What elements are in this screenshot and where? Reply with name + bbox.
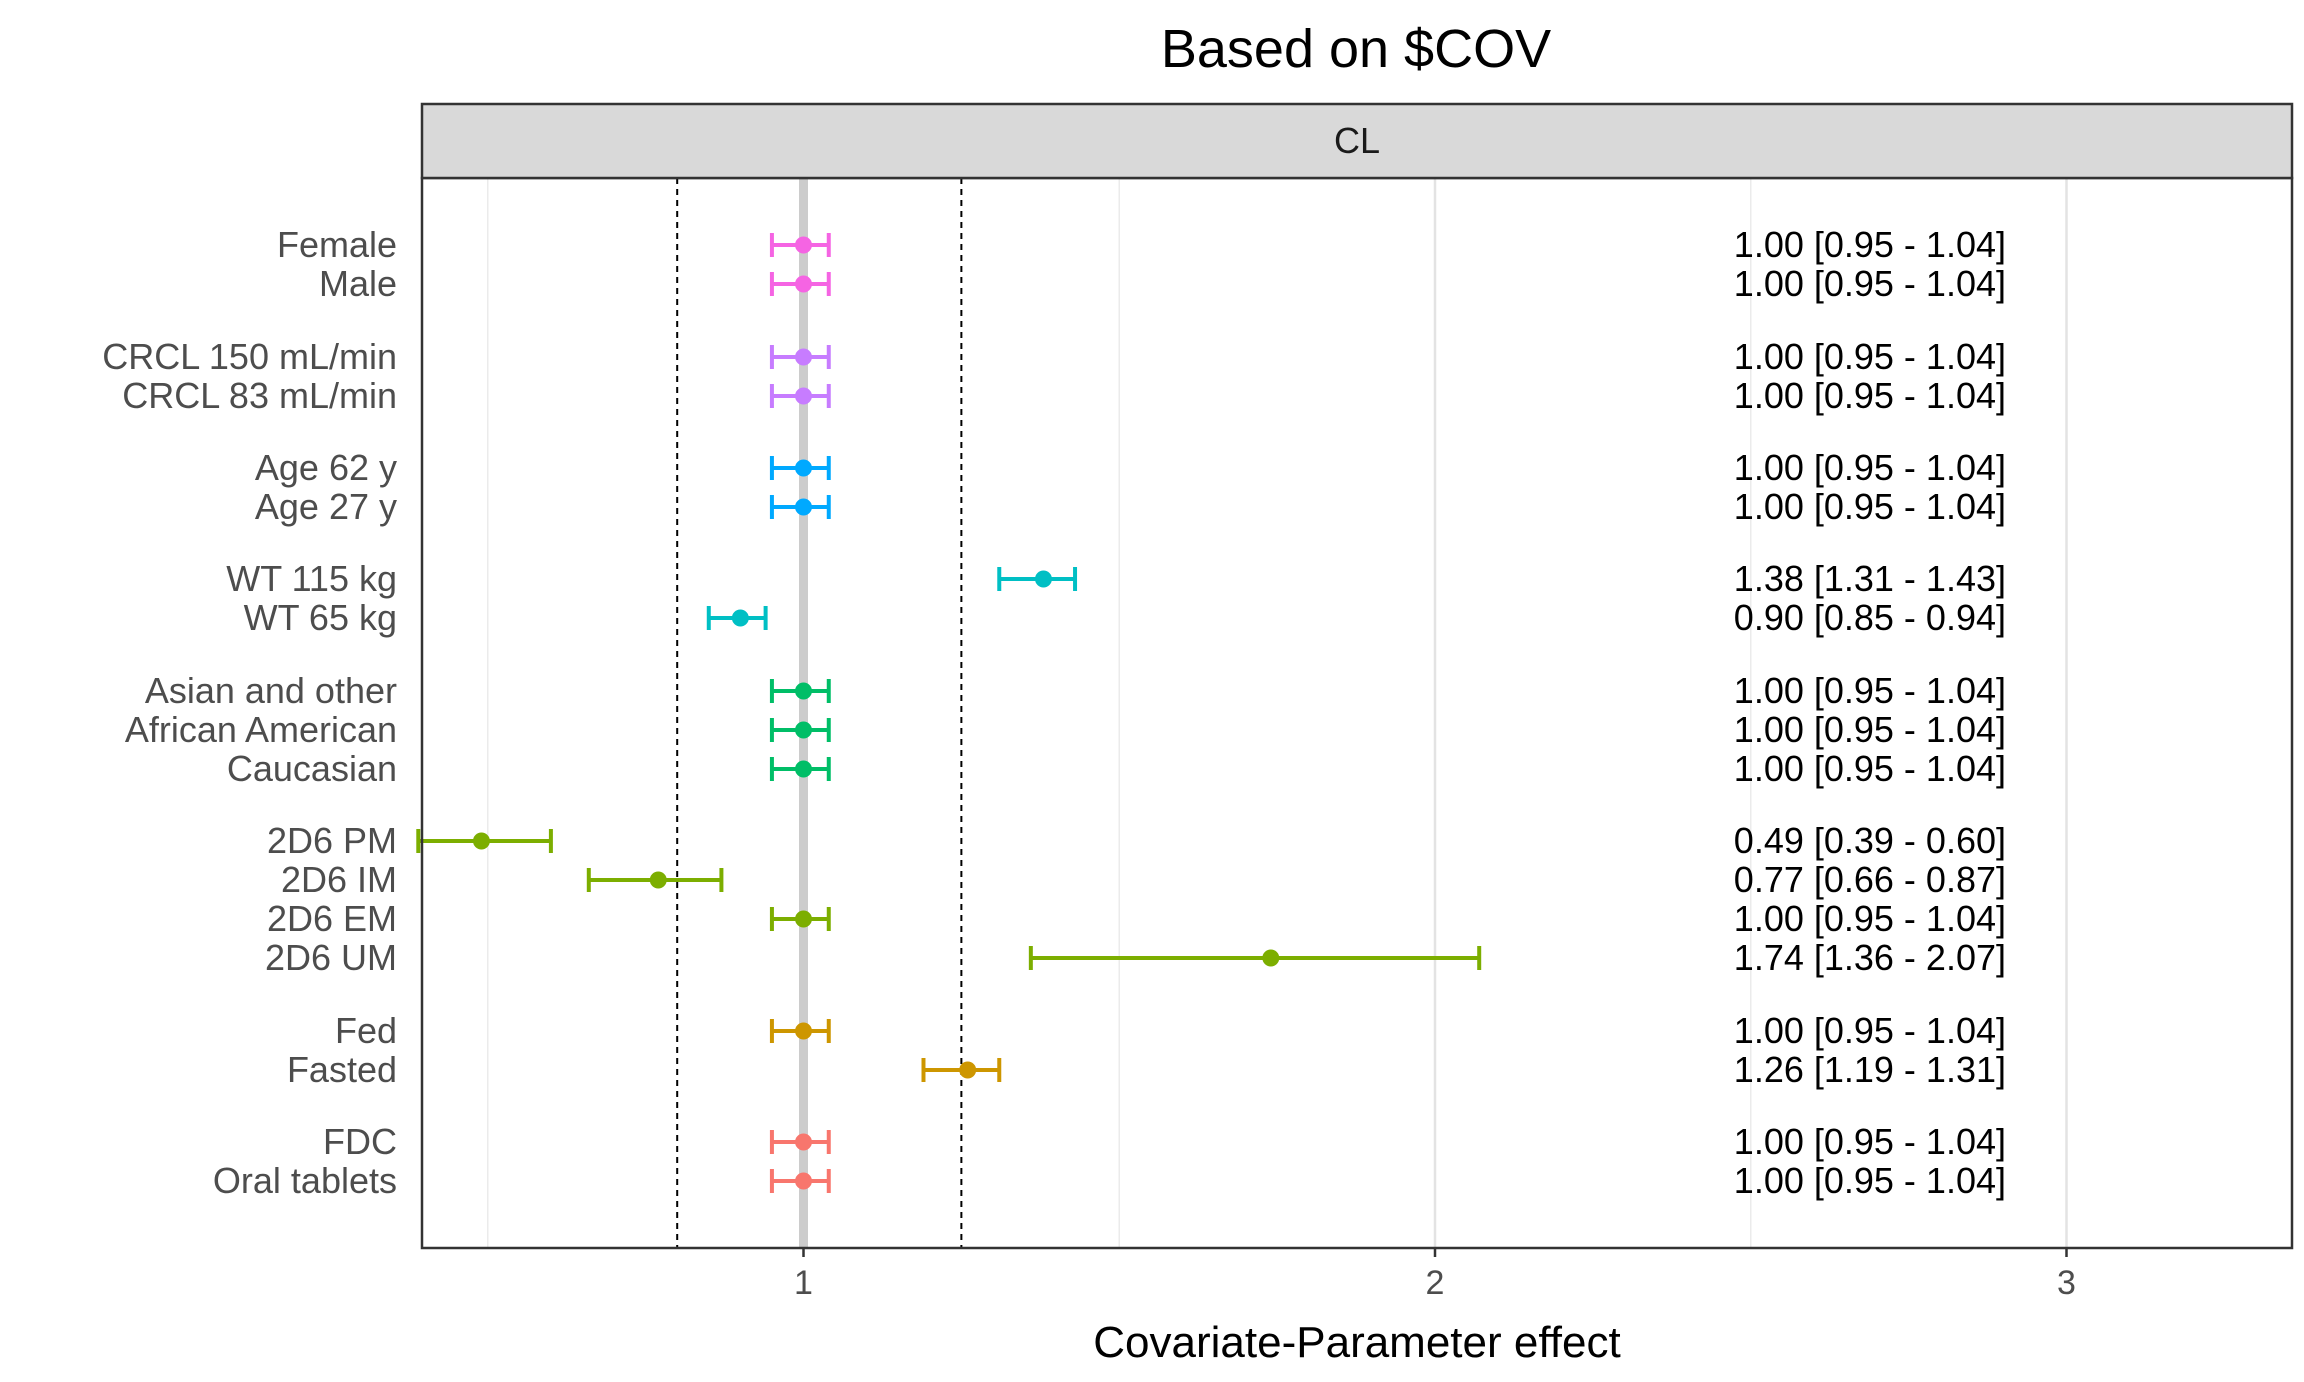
estimate-point [731,609,749,627]
estimate-point [795,1022,812,1040]
estimate-point [795,760,812,778]
estimate-point [795,387,812,405]
estimate-point [472,832,490,850]
y-label-12: 2D6 IM [281,859,397,900]
y-label-13: 2D6 EM [267,898,397,939]
data-marks [416,233,1482,1193]
y-label-4: Age 62 y [255,447,397,488]
estimate-point [795,1172,812,1190]
y-label-11: 2D6 PM [267,820,397,861]
y-label-17: FDC [323,1121,397,1162]
y-label-5: Age 27 y [255,486,397,527]
y-label-8: Asian and other [145,670,397,711]
row-mark-14 [1028,946,1482,970]
row-mark-7 [706,606,768,630]
row-mark-10 [769,757,831,781]
estimate-point [795,275,812,293]
annotation-2: 1.00 [0.95 - 1.04] [1734,336,2006,377]
annotation-6: 1.38 [1.31 - 1.43] [1734,558,2006,599]
y-label-15: Fed [335,1010,397,1051]
annotation-5: 1.00 [0.95 - 1.04] [1734,486,2006,527]
row-mark-1 [769,272,831,296]
estimate-point [649,871,667,889]
x-tick-label-1: 2 [1426,1264,1445,1302]
y-label-16: Fasted [287,1049,397,1090]
y-label-7: WT 65 kg [244,597,397,638]
annotation-8: 1.00 [0.95 - 1.04] [1734,670,2006,711]
y-label-6: WT 115 kg [226,558,397,599]
row-mark-15 [769,1019,831,1043]
plot-panel [422,178,2292,1248]
row-mark-5 [769,495,831,519]
facet-strip-background [420,102,2294,180]
row-mark-3 [769,384,831,408]
estimate-point [795,910,812,928]
estimate-point [795,459,812,477]
row-mark-9 [769,718,831,742]
estimate-point [795,236,812,254]
row-mark-6 [997,567,1078,591]
annotation-13: 1.00 [0.95 - 1.04] [1734,898,2006,939]
annotation-17: 1.00 [0.95 - 1.04] [1734,1121,2006,1162]
annotation-11: 0.49 [0.39 - 0.60] [1734,820,2006,861]
annotation-4: 1.00 [0.95 - 1.04] [1734,447,2006,488]
row-mark-18 [769,1169,831,1193]
estimate-point [795,1133,812,1151]
annotation-1: 1.00 [0.95 - 1.04] [1734,263,2006,304]
annotation-16: 1.26 [1.19 - 1.31] [1734,1049,2006,1090]
chart-title: Based on $COV [1161,19,1551,79]
facet-strip-label: CL [1334,120,1380,161]
facet-strip: CL [420,102,2294,180]
y-label-1: Male [319,263,397,304]
row-mark-4 [769,456,831,480]
x-axis-ticks: 1 2 3 [794,1248,2076,1302]
y-label-9: African American [125,709,397,750]
row-mark-0 [769,233,831,257]
annotation-15: 1.00 [0.95 - 1.04] [1734,1010,2006,1051]
y-label-0: Female [277,224,397,265]
estimate-point [795,721,812,739]
row-mark-8 [769,679,831,703]
estimate-annotations: 1.00 [0.95 - 1.04]1.00 [0.95 - 1.04]1.00… [1734,224,2006,1201]
y-label-10: Caucasian [227,748,397,789]
x-tick-label-2: 3 [2057,1264,2076,1302]
annotation-7: 0.90 [0.85 - 0.94] [1734,597,2006,638]
annotation-14: 1.74 [1.36 - 2.07] [1734,937,2006,978]
x-axis-label: Covariate-Parameter effect [1093,1318,1620,1367]
estimate-point [795,348,812,366]
row-mark-16 [921,1058,1002,1082]
y-label-14: 2D6 UM [265,937,397,978]
estimate-point [1034,570,1052,588]
estimate-point [795,682,812,700]
row-mark-13 [769,907,831,931]
y-label-3: CRCL 83 mL/min [122,375,397,416]
annotation-18: 1.00 [0.95 - 1.04] [1734,1160,2006,1201]
estimate-point [1262,949,1280,967]
row-mark-17 [769,1130,831,1154]
y-label-2: CRCL 150 mL/min [102,336,397,377]
annotation-3: 1.00 [0.95 - 1.04] [1734,375,2006,416]
estimate-point [959,1061,977,1079]
annotation-12: 0.77 [0.66 - 0.87] [1734,859,2006,900]
annotation-10: 1.00 [0.95 - 1.04] [1734,748,2006,789]
row-mark-11 [416,829,553,853]
row-mark-2 [769,345,831,369]
y-label-18: Oral tablets [213,1160,397,1201]
x-tick-label-0: 1 [794,1264,813,1302]
annotation-9: 1.00 [0.95 - 1.04] [1734,709,2006,750]
estimate-point [795,498,812,516]
row-mark-12 [586,868,724,892]
panel-background [422,178,2292,1248]
annotation-0: 1.00 [0.95 - 1.04] [1734,224,2006,265]
